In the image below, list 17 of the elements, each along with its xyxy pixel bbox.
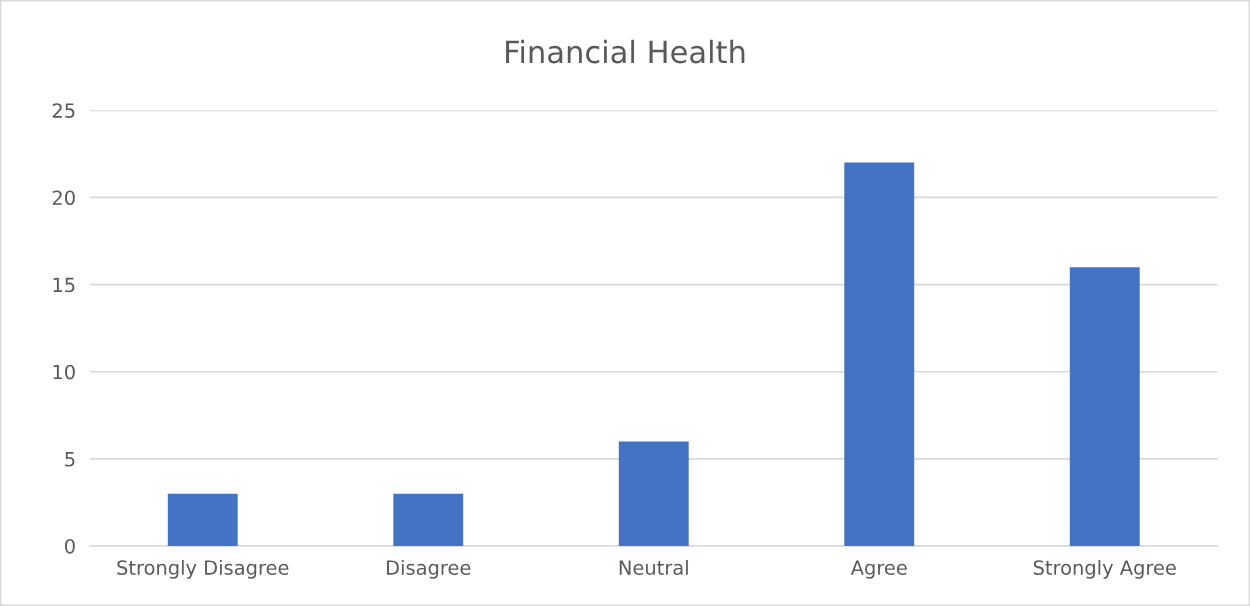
- chart-title: Financial Health: [506, 39, 745, 64]
- y-tick-label: 10: [53, 364, 75, 380]
- bar: [844, 162, 915, 547]
- x-tick-label: Strongly Disagree: [117, 559, 289, 579]
- y-tick-label: 5: [65, 452, 75, 467]
- bar: [167, 493, 238, 547]
- x-tick-label: Strongly Agree: [1033, 559, 1176, 579]
- x-tick-label: Agree: [850, 560, 907, 579]
- x-tick-label: Disagree: [387, 559, 471, 579]
- y-tick-label: 15: [53, 277, 75, 293]
- y-tick-label: 20: [52, 190, 75, 206]
- bar: [1069, 267, 1140, 547]
- y-tick-label: 25: [52, 103, 75, 118]
- bar: [393, 493, 464, 547]
- y-tick-label: 0: [65, 538, 75, 554]
- x-tick-label: Neutral: [619, 559, 688, 575]
- bar: [618, 441, 689, 547]
